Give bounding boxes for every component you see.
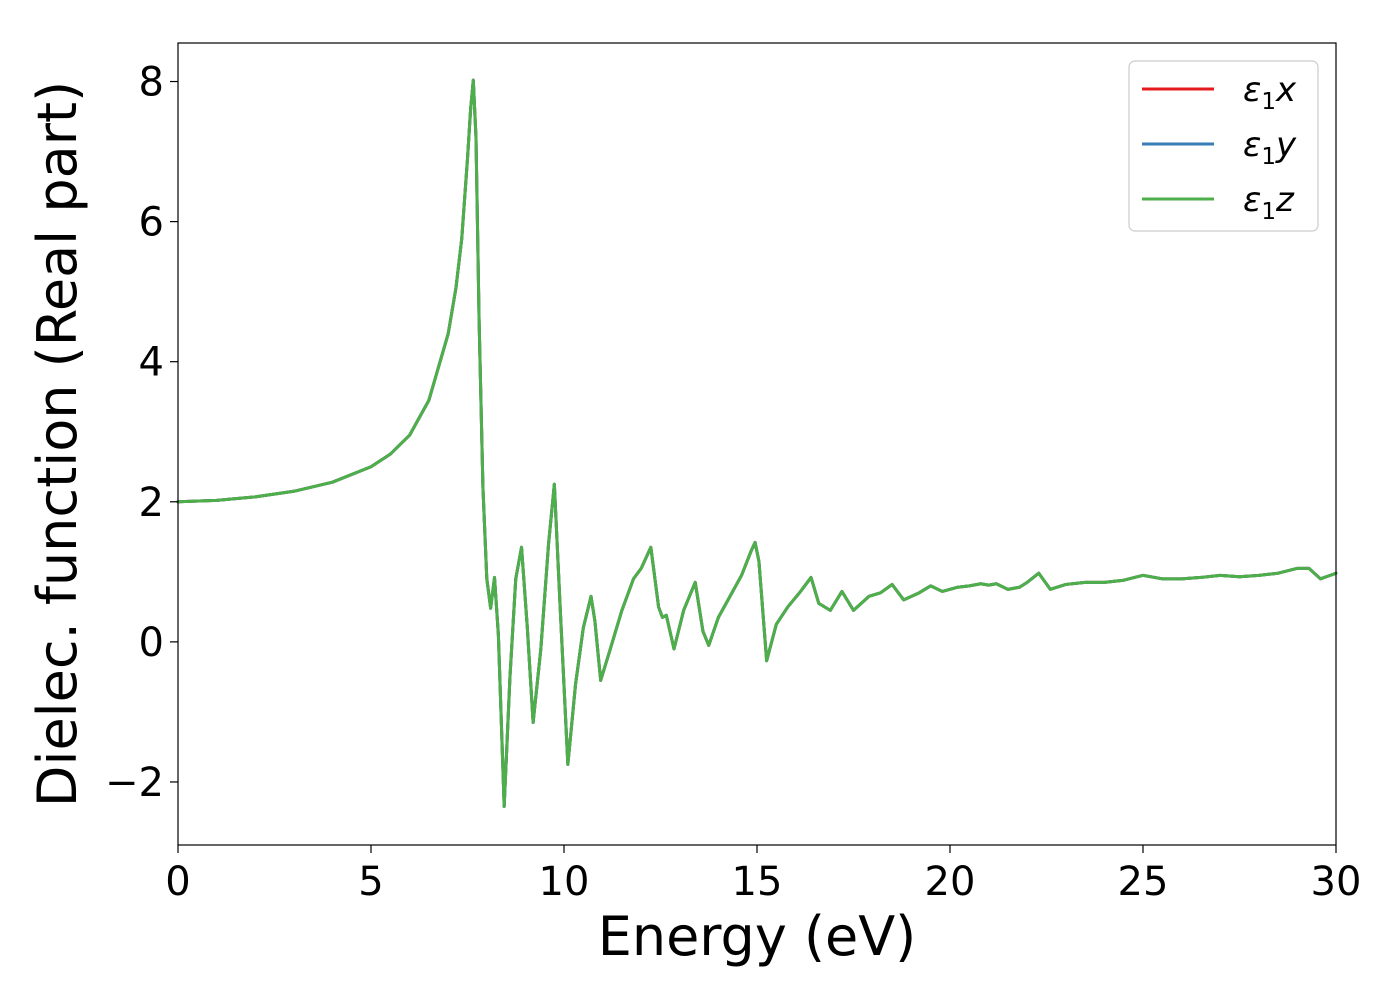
x-tick-label: 30: [1311, 859, 1362, 905]
y-tick-label: 0: [139, 620, 164, 666]
x-tick-label: 10: [539, 859, 590, 905]
x-tick-label: 25: [1118, 859, 1169, 905]
series-line-z: [176, 78, 1338, 808]
x-tick-label: 15: [732, 859, 783, 905]
x-tick-label: 5: [358, 859, 383, 905]
legend-label-z: ε1z: [1243, 180, 1295, 225]
y-tick-label: 6: [139, 200, 164, 246]
legend-label-y: ε1y: [1243, 125, 1297, 170]
y-axis-label: Dielec. function (Real part): [26, 81, 89, 807]
y-tick-label: −2: [105, 760, 164, 806]
y-tick-label: 4: [139, 340, 164, 386]
x-tick-label: 20: [925, 859, 976, 905]
x-axis-label: Energy (eV): [598, 905, 917, 968]
series-lines: [176, 78, 1338, 808]
y-tick-label: 8: [139, 60, 164, 106]
legend: ε1x ε1y ε1z: [1128, 60, 1319, 232]
x-tick-label: 0: [165, 859, 190, 905]
x-axis-ticks: 0 5 10 15 20 25 30: [165, 845, 1361, 905]
y-axis-ticks: −2 0 2 4 6 8: [105, 60, 178, 806]
y-tick-label: 2: [139, 480, 164, 526]
legend-box: [1128, 60, 1319, 232]
legend-label-x: ε1x: [1243, 70, 1297, 115]
